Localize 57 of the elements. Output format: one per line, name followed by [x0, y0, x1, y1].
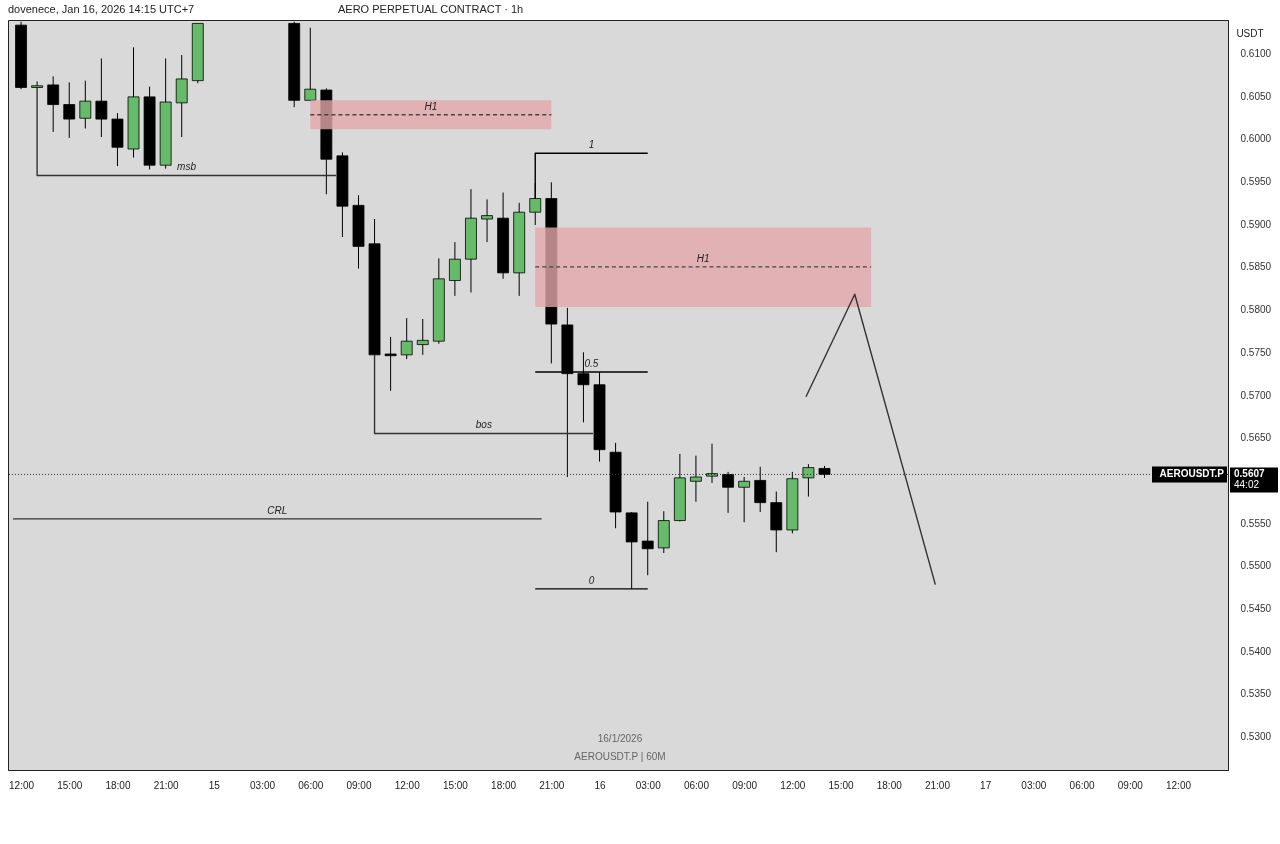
- y-tick-label: 0.5400: [1240, 645, 1272, 657]
- x-tick-label: 12:00: [9, 779, 35, 791]
- y-tick-label: 0.5900: [1240, 218, 1272, 230]
- chart-title: AERO PERPETUAL CONTRACT · 1h: [338, 3, 524, 15]
- x-tick-label: 09:00: [346, 779, 372, 791]
- x-tick-label: 12:00: [1165, 779, 1192, 791]
- x-tick-label: 15:00: [442, 779, 469, 791]
- chart-subtitle: dovenece, Jan 16, 2026 14:15 UTC+7: [8, 3, 195, 15]
- y-tick-label: 0.5500: [1240, 560, 1272, 572]
- x-tick-label: 03:00: [635, 779, 662, 791]
- y-tick-label: 0.5450: [1240, 603, 1272, 615]
- series-label: CRL: [267, 504, 288, 516]
- text: 44:02: [1234, 479, 1260, 491]
- y-tick-label: 0.5550: [1240, 517, 1272, 529]
- ref-line-label: 0.5607: [1234, 468, 1266, 480]
- x-tick-label: 17: [980, 779, 992, 791]
- x-tick-label: 06:00: [683, 779, 710, 791]
- y-tick-label: 0.5950: [1240, 175, 1272, 187]
- x-tick-label: 09:00: [1117, 779, 1144, 791]
- text: USDT: [1236, 28, 1264, 39]
- y-tick-label: 0.6050: [1240, 90, 1272, 102]
- y-tick-label: 0.5800: [1240, 304, 1272, 316]
- y-tick-label: 0.5650: [1240, 432, 1272, 444]
- series-label: 0: [588, 574, 595, 586]
- x-tick-label: 21:00: [924, 779, 951, 791]
- annotation: 16/1/2026: [597, 733, 643, 744]
- y-tick-label: 0.6100: [1240, 47, 1272, 59]
- y-tick-label: 0.5850: [1240, 261, 1272, 273]
- x-tick-label: 12:00: [394, 779, 421, 791]
- x-tick-label: 18:00: [105, 779, 131, 791]
- series-label: bos: [475, 419, 492, 431]
- x-tick-label: 18:00: [876, 779, 903, 791]
- x-tick-label: 06:00: [298, 779, 324, 791]
- series-label: H1: [696, 252, 710, 264]
- series-label: msb: [177, 161, 197, 173]
- annotation: AEROUSDT.P: [1159, 468, 1225, 480]
- x-tick-label: 15: [208, 779, 221, 791]
- x-tick-label: 09:00: [732, 779, 758, 791]
- y-tick-label: 0.5300: [1240, 731, 1272, 743]
- x-tick-label: 16: [594, 779, 607, 791]
- x-tick-label: 15:00: [828, 779, 854, 791]
- x-tick-label: 12:00: [780, 779, 806, 791]
- series-label: H1: [424, 100, 438, 112]
- x-tick-label: 06:00: [1069, 779, 1096, 791]
- series-label: 1: [588, 139, 595, 151]
- x-tick-label: 15:00: [57, 779, 83, 791]
- y-tick-label: 0.5700: [1240, 389, 1272, 401]
- x-tick-label: 21:00: [539, 779, 565, 791]
- y-tick-label: 0.5750: [1240, 346, 1272, 358]
- annotation: AEROUSDT.P | 60M: [574, 751, 666, 762]
- x-tick-label: 21:00: [153, 779, 180, 791]
- x-tick-label: 18:00: [491, 779, 517, 791]
- x-tick-label: 03:00: [250, 779, 276, 791]
- series-label: 0.5: [584, 357, 599, 369]
- x-tick-label: 03:00: [1021, 779, 1047, 791]
- y-tick-label: 0.5350: [1240, 688, 1272, 700]
- y-tick-label: 0.6000: [1240, 133, 1272, 145]
